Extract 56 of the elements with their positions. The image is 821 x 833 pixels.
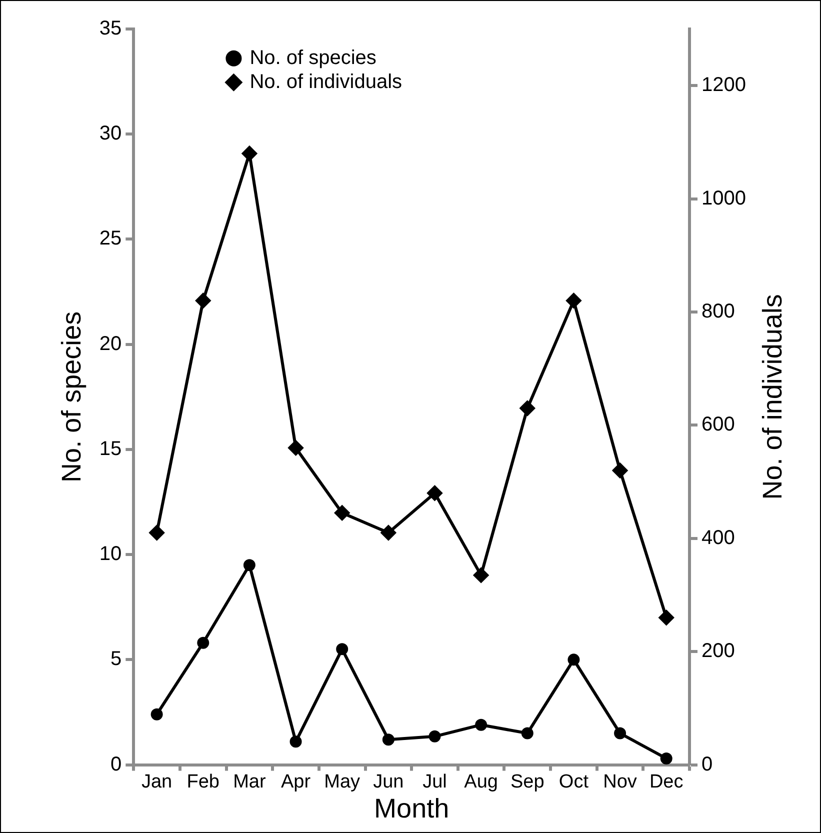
y2-tick-label: 400 — [702, 526, 735, 549]
x-tick-label: Oct — [558, 771, 590, 792]
legend-label: No. of species — [250, 46, 376, 69]
y-axis-title: No. of species — [56, 311, 87, 482]
y2-tick-label: 800 — [702, 300, 735, 323]
x-tick-label: Sep — [510, 771, 544, 792]
x-tick-label: May — [324, 771, 361, 792]
x-tick-label: Apr — [280, 771, 312, 792]
point — [380, 525, 396, 540]
y2-tick-label: 600 — [702, 414, 735, 436]
point — [566, 293, 582, 308]
point — [243, 559, 256, 572]
y-tick-label: 30 — [99, 122, 122, 145]
x-tick-label: Aug — [464, 771, 498, 792]
y2-tick-label: 0 — [702, 753, 713, 776]
x-tick-label: Feb — [186, 771, 220, 792]
point — [474, 568, 489, 583]
point — [288, 440, 304, 456]
point — [196, 293, 211, 308]
point — [382, 734, 394, 746]
y-tick-label: 10 — [99, 543, 122, 566]
legend-label: No. of individuals — [250, 70, 402, 93]
point — [242, 146, 257, 162]
point — [334, 505, 350, 520]
point — [336, 643, 348, 656]
point — [521, 727, 534, 740]
y2-tick-label: 1200 — [702, 74, 746, 96]
y2-tick-label: 200 — [702, 640, 735, 662]
x-tick-label: Nov — [603, 771, 638, 792]
point — [290, 736, 302, 748]
y-tick-label: 5 — [110, 648, 122, 670]
point — [612, 462, 628, 478]
x-tick-label: Mar — [233, 771, 266, 792]
y-tick-label: 35 — [99, 18, 122, 40]
y-tick-label: 20 — [99, 332, 122, 355]
x-tick-label: Dec — [649, 771, 684, 792]
point — [475, 718, 488, 731]
point — [614, 727, 626, 740]
x-tick-label: Jun — [373, 771, 404, 792]
y-tick-label: 25 — [99, 228, 122, 250]
point — [520, 400, 535, 416]
x-tick-label: Jul — [422, 771, 447, 792]
point — [149, 525, 164, 540]
point — [658, 610, 674, 626]
point — [660, 752, 672, 764]
point — [427, 486, 442, 501]
point — [197, 636, 210, 649]
y-tick-label: 0 — [110, 753, 122, 776]
y2-axis-title: No. of individuals — [757, 294, 788, 500]
y-tick-label: 15 — [99, 438, 122, 460]
x-tick-label: Jan — [141, 771, 172, 792]
x-axis-title: Month — [374, 793, 450, 824]
y2-tick-label: 1000 — [702, 187, 746, 210]
point — [428, 730, 441, 742]
point — [150, 708, 163, 720]
point — [568, 654, 580, 666]
